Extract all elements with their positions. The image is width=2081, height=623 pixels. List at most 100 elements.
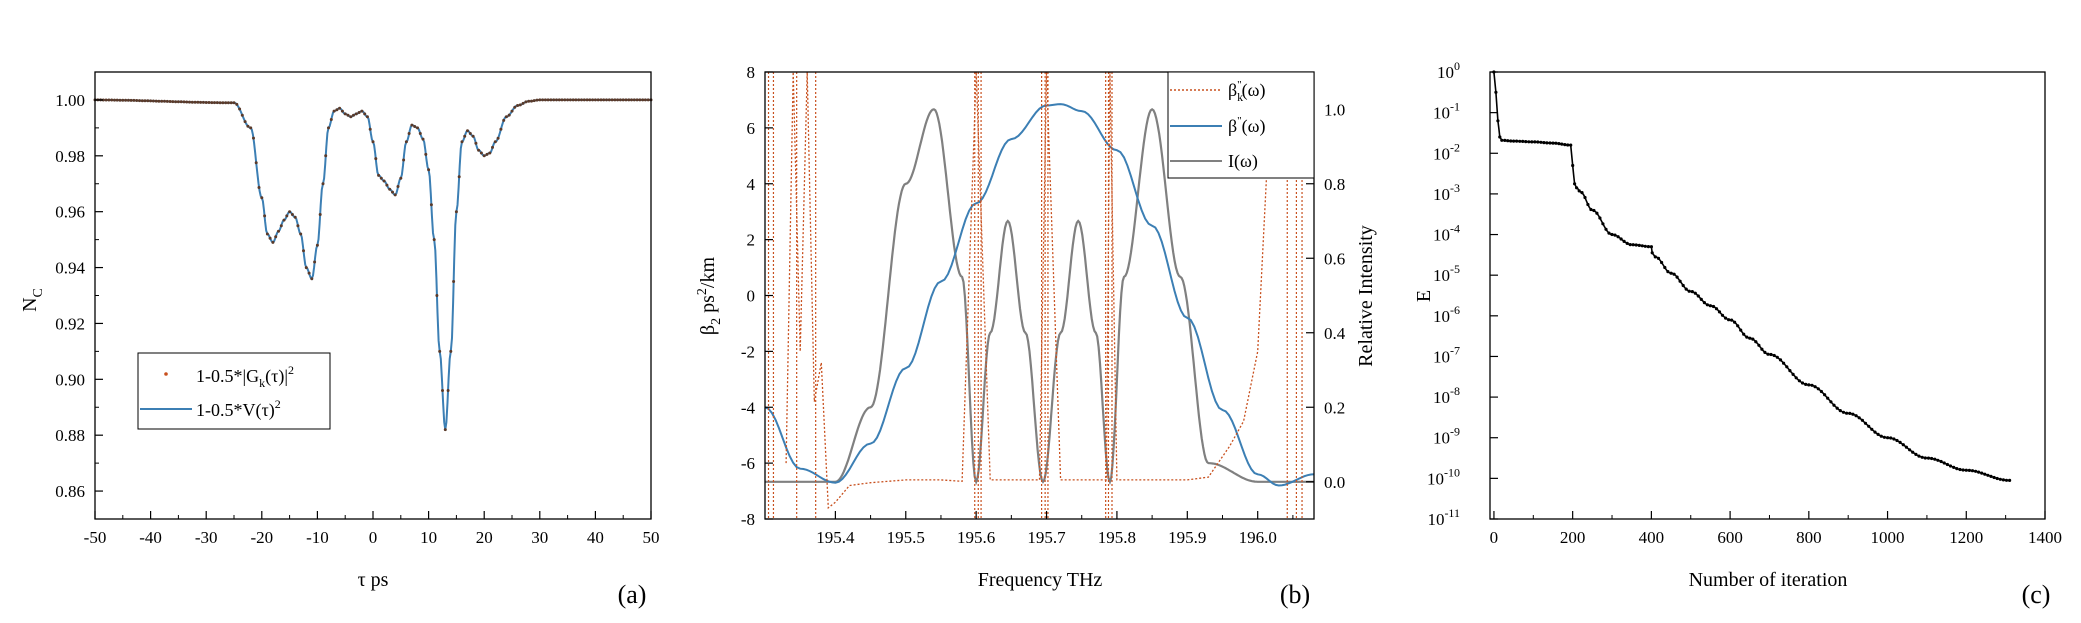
panel-a-point — [201, 100, 205, 104]
panel-c-point — [1727, 318, 1731, 322]
panel-c-ytick-label-8: 10-8 — [1433, 384, 1460, 407]
panel-c-point — [1548, 141, 1552, 145]
panel-c-point — [1775, 355, 1779, 359]
panel-c-point — [1560, 142, 1564, 146]
panel-a-point — [343, 112, 347, 116]
panel-c-point — [1939, 459, 1943, 464]
panel-c-point — [1672, 272, 1676, 276]
panel-c-point — [1583, 195, 1587, 200]
panel-b-y2tick-label-4: 0.8 — [1324, 175, 1345, 194]
panel-a-point — [335, 108, 339, 112]
panel-a-point — [452, 280, 456, 283]
panel-c-ytick-label-4: 10-4 — [1433, 222, 1460, 245]
panel-c-ytick-label-9: 10-9 — [1433, 425, 1460, 448]
panel-c-point — [1509, 139, 1513, 143]
panel-c-point — [1967, 468, 1971, 472]
panel-a-point — [121, 98, 125, 102]
panel-a-point — [290, 213, 294, 216]
panel-a-point — [349, 115, 353, 119]
panel-c-point — [1923, 456, 1927, 460]
panel-c-ytick-label-3: 10-3 — [1433, 181, 1460, 204]
panel-c-point — [1813, 385, 1817, 389]
panel-c-ytick-label-6: 10-6 — [1433, 303, 1460, 326]
panel-a-point — [396, 185, 400, 188]
panel-c-point — [1699, 297, 1703, 301]
panel-a-point — [427, 168, 431, 172]
panel-a-point — [160, 99, 164, 103]
panel-a-point — [532, 99, 536, 103]
panel-a-legend-box — [137, 352, 331, 430]
panel-a-point — [416, 126, 419, 130]
panel-c-point — [1628, 243, 1632, 247]
panel-c-point — [1724, 316, 1728, 320]
panel-a-point — [274, 235, 278, 239]
panel-a: -50 -40 -30 -20 -10 0 10 20 30 40 50 0.86 0.88 0.90 0… — [19, 71, 660, 609]
panel-b-y2tick-label-5: 1.0 — [1324, 100, 1345, 119]
panel-c-point — [1810, 383, 1814, 387]
panel-c-point — [1643, 244, 1647, 248]
panel-c-point — [1797, 379, 1801, 383]
panel-a-point — [596, 98, 600, 102]
panel-c-point — [1705, 303, 1709, 307]
panel-a-point — [632, 98, 636, 102]
panel-a-plot-frame — [94, 71, 652, 520]
panel-a-point — [299, 232, 303, 236]
panel-a-xtick-label-10: 50 — [643, 528, 660, 547]
panel-c-point — [1739, 328, 1743, 332]
panel-a-point — [313, 260, 317, 264]
panel-a-xtick-label-1: -40 — [139, 528, 162, 547]
panel-b-xtick-label-3: 195.7 — [1027, 528, 1066, 547]
panel-a-point — [563, 98, 567, 102]
panel-a-ytick-label-6: 0.98 — [55, 147, 85, 166]
panel-a-point — [646, 98, 650, 102]
panel-c-point — [1598, 216, 1602, 220]
panel-c-point — [1791, 372, 1795, 376]
panel-a-point — [635, 98, 639, 102]
panel-a-point — [363, 112, 367, 116]
panel-c-point — [1829, 400, 1833, 404]
panel-a-point — [149, 99, 153, 103]
panel-c-point — [1926, 456, 1931, 460]
panel-a-point — [388, 187, 392, 191]
panel-a-point — [229, 101, 233, 105]
panel-c-point — [1536, 140, 1540, 144]
panel-c-point — [2001, 478, 2005, 482]
panel-c-point — [1607, 231, 1611, 235]
panel-c-point — [1835, 406, 1839, 410]
panel-a-point — [196, 100, 200, 104]
panel-c-point — [1733, 320, 1737, 324]
panel-c-point — [1873, 430, 1877, 434]
panel-a-point — [138, 99, 141, 103]
panel-b-y2label: Relative Intensity — [1355, 225, 1377, 367]
panel-a-ytick-label-5: 0.96 — [55, 203, 85, 222]
panel-c-point — [1886, 436, 1890, 440]
panel-a-point — [188, 100, 191, 104]
panel-c-point — [1807, 383, 1811, 387]
panel-c-point — [1571, 163, 1575, 168]
panel-c-point — [1669, 271, 1673, 275]
panel-a-point — [488, 151, 492, 155]
panel-a-point — [352, 113, 355, 117]
panel-a-point — [318, 213, 322, 216]
panel-a-point — [260, 196, 264, 200]
panel-c-point — [1772, 353, 1776, 358]
panel-c-point — [1604, 227, 1608, 231]
panel-c-point — [1496, 119, 1500, 123]
panel-a-point — [146, 99, 150, 103]
panel-c-point — [1823, 393, 1827, 397]
panel-a-point — [268, 236, 272, 240]
panel-a-point — [129, 98, 133, 102]
panel-a-point — [621, 98, 625, 102]
panel-c-point — [1696, 294, 1700, 298]
panel-b-y2tick-label-2: 0.4 — [1324, 324, 1346, 343]
panel-a-point — [382, 179, 386, 183]
panel-b-y2tick-label-3: 0.6 — [1324, 249, 1345, 268]
panel-a-point — [638, 98, 642, 102]
panel-b-ytick-label-5: 2 — [747, 231, 756, 250]
panel-b-xtick-label-4: 195.8 — [1098, 528, 1136, 547]
panel-c-point — [1760, 347, 1764, 351]
panel-c-point — [1687, 289, 1691, 293]
panel-b-ytick-label-4: 0 — [747, 287, 756, 306]
panel-b-legend-entry-1: βk"(ω) — [1228, 79, 1266, 104]
panel-a-point — [324, 154, 328, 158]
